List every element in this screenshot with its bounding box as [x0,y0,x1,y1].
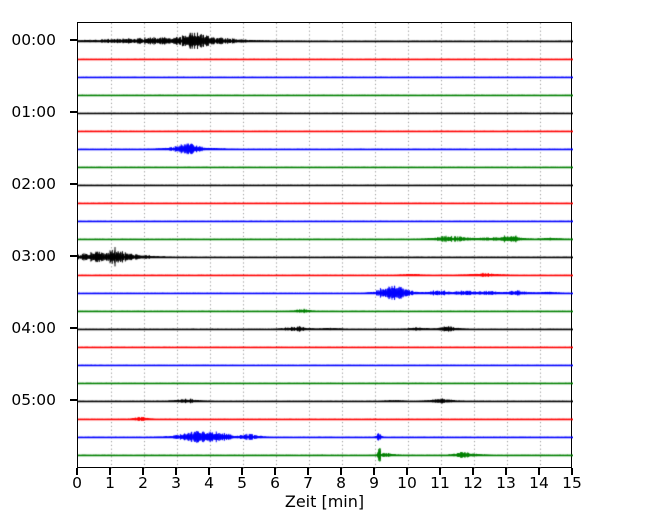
x-tick-mark [142,468,144,475]
x-tick-mark [307,468,309,475]
x-tick-label: 7 [303,474,313,492]
x-tick-mark [406,468,408,475]
x-axis-tick-labels: 0 1 2 3 4 5 6 7 8 9 10 11 12 13 14 15 [0,471,650,497]
x-tick-label: 13 [496,474,516,492]
y-tick-mark [70,327,77,329]
x-tick-mark [571,468,573,475]
y-tick-mark [70,399,77,401]
x-tick-mark [109,468,111,475]
x-tick-label: 3 [171,474,181,492]
seismogram-traces-canvas [78,23,573,469]
y-tick-label: 03:00 [11,247,56,265]
x-tick-mark [538,468,540,475]
y-tick-label: 01:00 [11,103,56,121]
x-tick-label: 6 [270,474,280,492]
x-tick-label: 9 [369,474,379,492]
x-tick-label: 4 [204,474,214,492]
x-axis-label: Zeit [min] [284,492,365,511]
x-tick-mark [472,468,474,475]
x-tick-mark [439,468,441,475]
x-tick-mark [208,468,210,475]
x-tick-label: 14 [529,474,549,492]
x-tick-label: 0 [72,474,82,492]
x-tick-label: 15 [562,474,582,492]
y-tick-mark [70,111,77,113]
x-tick-label: 12 [463,474,483,492]
y-axis-tick-labels: 00:00 01:00 02:00 03:00 04:00 05:00 [0,0,69,520]
x-tick-mark [505,468,507,475]
x-tick-mark [76,468,78,475]
y-tick-label: 00:00 [11,31,56,49]
y-tick-mark [70,183,77,185]
y-tick-label: 04:00 [11,319,56,337]
x-tick-label: 2 [138,474,148,492]
x-tick-label: 8 [336,474,346,492]
x-tick-label: 1 [105,474,115,492]
x-tick-mark [340,468,342,475]
x-tick-label: 11 [430,474,450,492]
x-tick-mark [241,468,243,475]
y-tick-label: 02:00 [11,175,56,193]
x-tick-mark [274,468,276,475]
plot-area [77,22,573,469]
x-tick-mark [175,468,177,475]
y-tick-label: 05:00 [11,391,56,409]
y-tick-mark [70,39,77,41]
x-tick-label: 5 [237,474,247,492]
x-tick-mark [373,468,375,475]
y-tick-mark [70,255,77,257]
x-tick-label: 10 [397,474,417,492]
